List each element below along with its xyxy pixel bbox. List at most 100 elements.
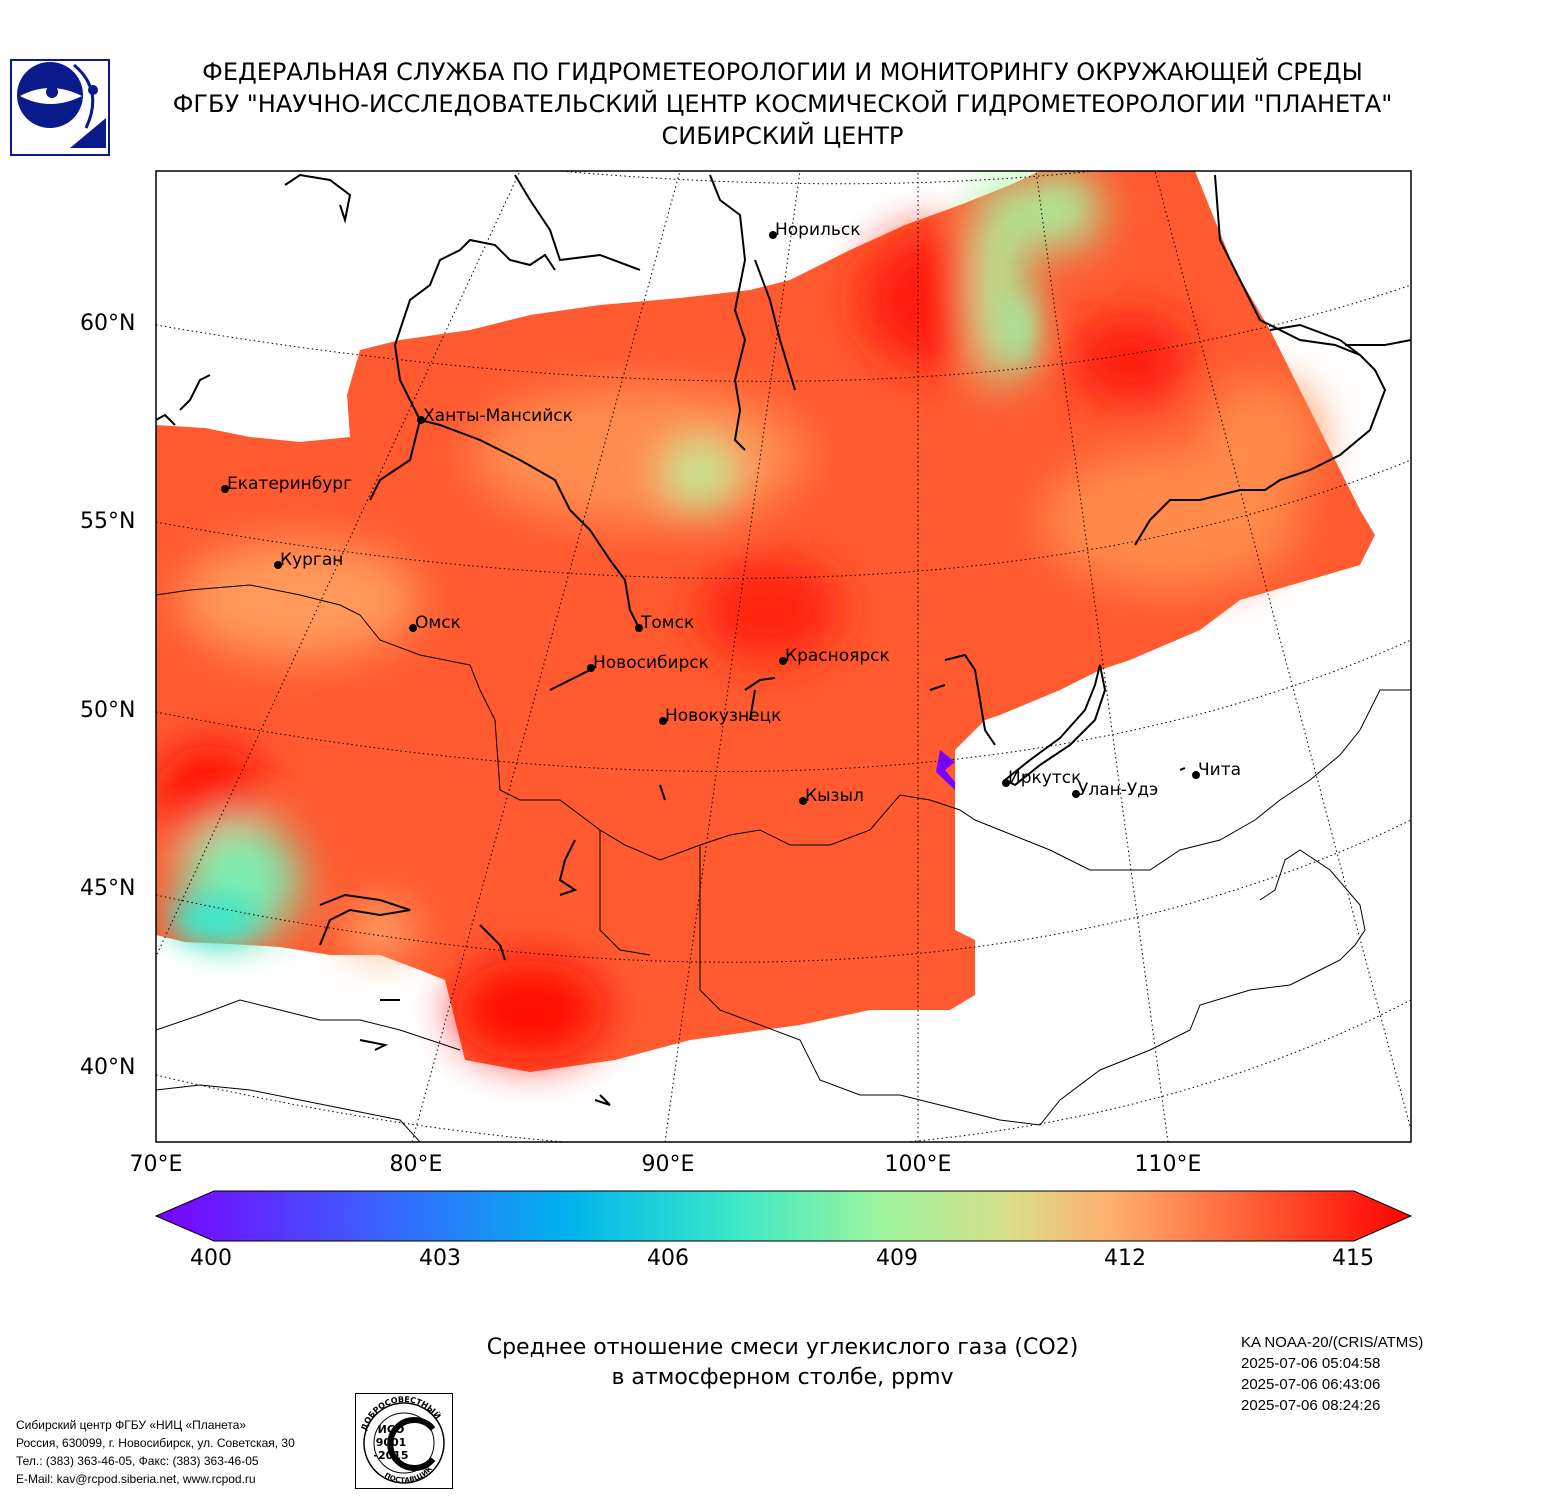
city-tomsk[interactable]: Томск — [635, 613, 694, 633]
border-kazakhstan-china — [599, 830, 651, 956]
lon-label-100: 100°E — [884, 1152, 952, 1177]
colorbar-tick-409: 409 — [876, 1246, 918, 1271]
coastline — [284, 173, 352, 224]
meridian-120e — [1154, 171, 1411, 1131]
river-irtysh — [369, 419, 421, 501]
iso-badge-l2: 9001 — [376, 1436, 407, 1449]
parallel-65n — [555, 171, 1099, 185]
parallel-60n — [156, 284, 1411, 382]
footer-line-4: E-Mail: kav@rcpod.siberia.net, www.rcpod… — [16, 1472, 256, 1486]
city-label-irkutsk: Иркутск — [1008, 768, 1081, 788]
city-krasnoyarsk[interactable]: Красноярск — [779, 646, 890, 666]
planeta-logo — [10, 59, 110, 156]
coastline — [156, 413, 176, 426]
colorbar — [154, 1190, 1413, 1242]
meridian-90e — [664, 171, 801, 1142]
satellite-time-2: 2025-07-06 06:43:06 — [1241, 1376, 1381, 1393]
border-mongolia-china — [759, 849, 1366, 1126]
lake — [659, 784, 666, 801]
city-label-yekaterinburg: Екатеринбург — [227, 474, 352, 494]
map-frame — [155, 170, 1412, 1143]
lake — [1179, 767, 1186, 771]
lat-label-60: 60°N — [80, 311, 136, 336]
river-tributary — [744, 677, 776, 721]
lon-label-90: 90°E — [641, 1152, 695, 1177]
city-label-kurgan: Курган — [280, 550, 343, 570]
city-label-novokuznetsk: Новокузнецк — [665, 706, 781, 726]
river-lena — [1134, 174, 1387, 546]
satellite-time-1: 2025-07-06 05:04:58 — [1241, 1355, 1381, 1372]
low-zone — [1005, 290, 1035, 370]
border-kazakhstan-south — [156, 999, 461, 1051]
city-label-chita: Чита — [1198, 760, 1241, 780]
header-line-2: ФГБУ "НАУЧНО-ИССЛЕДОВАТЕЛЬСКИЙ ЦЕНТР КОС… — [172, 90, 1393, 118]
border-central-asia — [156, 1084, 421, 1142]
meridian-80e — [411, 171, 681, 1142]
coastline — [179, 374, 211, 411]
city-label-krasnoyarsk: Красноярск — [785, 646, 890, 666]
city-label-omsk: Омск — [415, 613, 461, 633]
colorbar-tick-415: 415 — [1332, 1246, 1374, 1271]
lon-label-70: 70°E — [129, 1152, 183, 1177]
meridian-70e — [156, 171, 521, 958]
iso-badge-l3: -2015 — [373, 1449, 408, 1462]
footer-line-2: Россия, 630099, г. Новосибирск, ул. Сове… — [16, 1436, 295, 1450]
lake — [359, 999, 400, 1051]
parallel-55n — [156, 459, 1411, 579]
parallel-40n — [156, 999, 1411, 1142]
city-novosibirsk[interactable]: Новосибирск — [587, 653, 709, 673]
colorbar-scale — [154, 1190, 1413, 1242]
city-norilsk[interactable]: Норильск — [769, 220, 861, 240]
moderate-zone — [345, 905, 415, 955]
city-kyzyl[interactable]: Кызыл — [799, 786, 864, 806]
city-irkutsk[interactable]: Иркутск — [1002, 768, 1081, 788]
coastlines-rivers — [156, 173, 1411, 1106]
caption-line-2: в атмосферном столбе, ppmv — [611, 1365, 954, 1390]
lake-baikal — [1003, 664, 1107, 787]
border-russia — [156, 584, 1411, 871]
reservoir — [549, 669, 591, 691]
moderate-zone — [180, 540, 420, 660]
city-yekaterinburg[interactable]: Екатеринбург — [221, 474, 352, 494]
river-ob — [394, 344, 641, 631]
moderate-zone — [1200, 380, 1320, 500]
city-label-novosibirsk: Новосибирск — [593, 653, 709, 673]
high-zone — [455, 960, 605, 1060]
very-low-zone — [170, 895, 260, 945]
iso-badge-l1: ИСО — [378, 1423, 405, 1436]
city-label-ulan-ude: Улан-Удэ — [1078, 780, 1158, 800]
city-label-khanty-mansiysk: Ханты-Мансийск — [423, 406, 573, 426]
co2-field — [156, 171, 1375, 1072]
coastline — [394, 238, 556, 346]
lake — [594, 1094, 611, 1106]
city-omsk[interactable]: Омск — [409, 613, 461, 633]
river-tributary — [754, 259, 796, 391]
city-chita[interactable]: Чита — [1192, 760, 1241, 780]
header-line-1: ФЕДЕРАЛЬНАЯ СЛУЖБА ПО ГИДРОМЕТЕОРОЛОГИИ … — [202, 58, 1363, 86]
colorbar-tick-403: 403 — [419, 1246, 461, 1271]
low-zone — [665, 440, 735, 510]
river-aldan — [1269, 323, 1361, 356]
city-novokuznetsk[interactable]: Новокузнецк — [659, 706, 781, 726]
colorbar-tick-412: 412 — [1104, 1246, 1146, 1271]
meridian-110e — [1035, 171, 1169, 1142]
high-zone — [1070, 315, 1190, 405]
header-line-3: СИБИРСКИЙ ЦЕНТР — [661, 122, 904, 150]
city-markers: Норильск Ханты-Мансийск Екатеринбург Кур… — [221, 220, 1241, 806]
lake — [929, 684, 946, 691]
city-kurgan[interactable]: Курган — [274, 550, 343, 570]
lon-label-80: 80°E — [389, 1152, 443, 1177]
lake — [479, 924, 506, 961]
colorbar-tick-400: 400 — [190, 1246, 232, 1271]
city-ulan-ude[interactable]: Улан-Удэ — [1072, 780, 1158, 800]
river-angara — [944, 653, 996, 746]
coastline — [514, 174, 641, 271]
river-upper-ob — [558, 839, 578, 896]
city-khanty-mansiysk[interactable]: Ханты-Мансийск — [417, 406, 573, 426]
city-label-tomsk: Томск — [640, 613, 694, 633]
river-branch — [1345, 339, 1411, 346]
country-borders — [156, 584, 1411, 1142]
satellite-info: KA NOAA-20/(CRIS/ATMS) 2025-07-06 05:04:… — [1241, 1332, 1423, 1416]
city-label-norilsk: Норильск — [775, 220, 861, 240]
